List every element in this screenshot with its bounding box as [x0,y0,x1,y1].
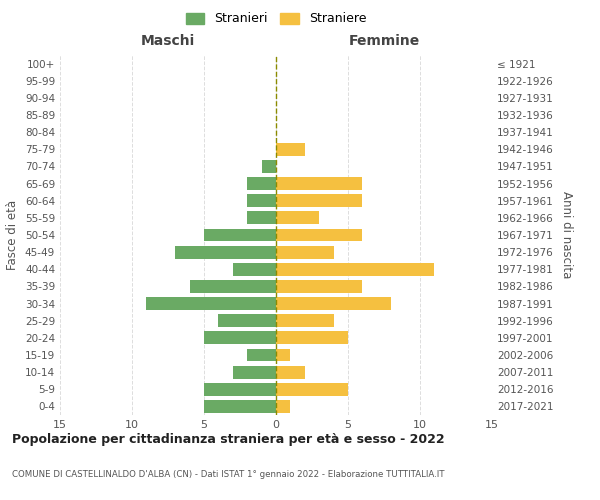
Y-axis label: Anni di nascita: Anni di nascita [560,192,573,278]
Bar [218,314,276,327]
Bar [276,228,362,241]
Bar [204,400,276,413]
Bar [247,212,276,224]
Bar [276,366,305,378]
Bar [276,400,290,413]
Bar [247,348,276,362]
Bar [276,143,305,156]
Bar [204,383,276,396]
Bar [276,246,334,258]
Bar [276,314,334,327]
Bar [276,177,362,190]
Bar [233,263,276,276]
Bar [276,263,434,276]
Bar [146,297,276,310]
Bar [247,177,276,190]
Bar [204,332,276,344]
Bar [233,366,276,378]
Y-axis label: Fasce di età: Fasce di età [7,200,19,270]
Bar [276,194,362,207]
Bar [276,332,348,344]
Bar [276,383,348,396]
Bar [276,212,319,224]
Bar [276,297,391,310]
Bar [247,194,276,207]
Bar [190,280,276,293]
Bar [262,160,276,173]
Bar [175,246,276,258]
Bar [276,348,290,362]
Text: Maschi: Maschi [141,34,195,48]
Text: Popolazione per cittadinanza straniera per età e sesso - 2022: Popolazione per cittadinanza straniera p… [12,432,445,446]
Bar [276,280,362,293]
Text: COMUNE DI CASTELLINALDO D'ALBA (CN) - Dati ISTAT 1° gennaio 2022 - Elaborazione : COMUNE DI CASTELLINALDO D'ALBA (CN) - Da… [12,470,445,479]
Text: Femmine: Femmine [349,34,419,48]
Bar [204,228,276,241]
Legend: Stranieri, Straniere: Stranieri, Straniere [182,8,370,29]
